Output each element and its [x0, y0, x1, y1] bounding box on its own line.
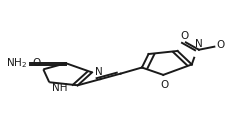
- Text: NH$_2$: NH$_2$: [6, 56, 27, 70]
- Text: O: O: [217, 40, 225, 50]
- Text: N: N: [195, 39, 203, 49]
- Text: O: O: [33, 58, 41, 68]
- Text: NH: NH: [52, 83, 67, 93]
- Text: O: O: [160, 80, 168, 90]
- Text: N: N: [95, 67, 103, 77]
- Text: O: O: [180, 31, 189, 41]
